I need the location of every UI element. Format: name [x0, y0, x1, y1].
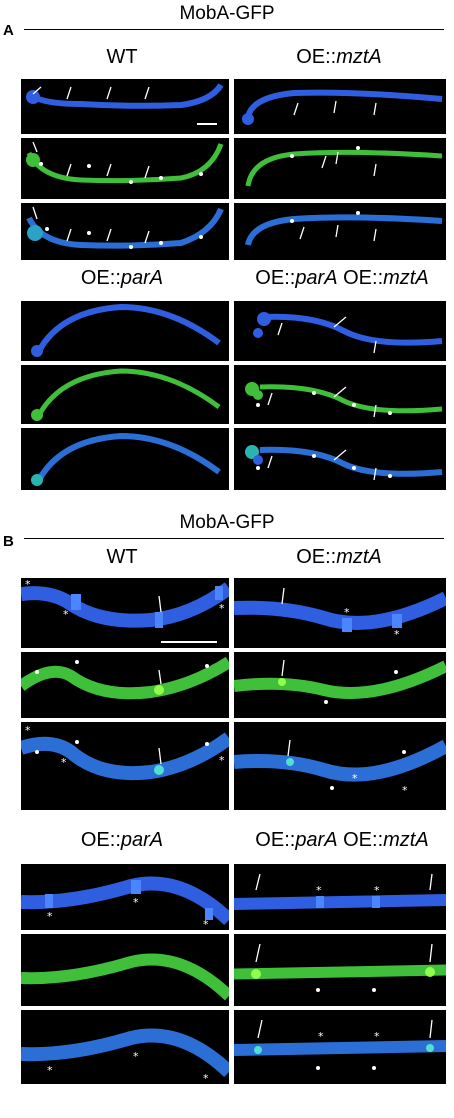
- panel-a-para-merge: [21, 428, 229, 490]
- svg-text:*: *: [47, 1064, 53, 1077]
- panel-a-rule: [24, 29, 444, 30]
- panel-a-wt-green: [21, 138, 229, 199]
- panel-b-para-mzta-merge: * *: [234, 1010, 446, 1084]
- label-text: OE::: [296, 546, 337, 568]
- svg-text:*: *: [374, 884, 380, 897]
- label-text: OE::: [80, 829, 121, 851]
- label-gene: mztA: [336, 546, 382, 568]
- panel-b-mzta-green: [234, 652, 446, 718]
- label-gene: parA: [295, 267, 338, 289]
- panel-b-para-blue: * * *: [21, 864, 229, 930]
- panel-b-label-wt: WT: [18, 546, 226, 569]
- svg-text:*: *: [316, 884, 322, 897]
- svg-text:*: *: [219, 754, 225, 767]
- panel-a-para-blue: [21, 301, 229, 361]
- panel-b-rule: [24, 538, 444, 539]
- panel-a-mzta-merge: [234, 203, 446, 260]
- svg-text:*: *: [219, 602, 225, 615]
- label-text: OE::: [337, 829, 384, 851]
- panel-a-para-green: [21, 365, 229, 424]
- panel-b-title: MobA-GFP: [179, 512, 275, 533]
- label-gene: parA: [120, 267, 164, 289]
- svg-text:*: *: [203, 1072, 209, 1084]
- panel-a-wt-merge: [21, 203, 229, 260]
- panel-a-letter: A: [3, 22, 14, 39]
- panel-a-label-wt: WT: [18, 46, 226, 69]
- panel-a-para-mzta-green: [234, 365, 446, 424]
- panel-a-label-para-mzta: OE::parA OE::mztA: [234, 267, 450, 290]
- panel-b-label-para-mzta: OE::parA OE::mztA: [234, 829, 450, 852]
- panel-b-para-green: [21, 934, 229, 1006]
- panel-a-mzta-green: [234, 138, 446, 199]
- svg-text:*: *: [63, 608, 69, 621]
- svg-text:*: *: [318, 1030, 324, 1043]
- panel-b-wt-merge: * * *: [21, 722, 229, 810]
- panel-a-label-para: OE::parA: [18, 267, 226, 290]
- label-text: OE::: [337, 267, 384, 289]
- panel-b-label-para: OE::parA: [18, 829, 226, 852]
- svg-text:*: *: [25, 724, 31, 737]
- label-gene: parA: [295, 829, 338, 851]
- label-gene: mztA: [383, 267, 429, 289]
- panel-b-wt-green: [21, 652, 229, 718]
- label-text: WT: [106, 46, 138, 68]
- svg-text:*: *: [344, 606, 350, 619]
- panel-a-label-mzta: OE::mztA: [234, 46, 444, 69]
- label-gene: mztA: [383, 829, 429, 851]
- svg-text:*: *: [394, 628, 400, 641]
- label-gene: parA: [120, 829, 164, 851]
- panel-b-para-mzta-blue: * *: [234, 864, 446, 930]
- panel-a-wt-blue: [21, 79, 229, 134]
- panel-a-para-mzta-blue: [234, 301, 446, 361]
- panel-a-mzta-blue: [234, 79, 446, 134]
- svg-text:*: *: [25, 578, 31, 591]
- svg-text:*: *: [61, 756, 67, 769]
- panel-b-label-mzta: OE::mztA: [234, 546, 444, 569]
- svg-text:*: *: [402, 784, 408, 797]
- label-text: OE::: [80, 267, 121, 289]
- panel-b-para-merge: * * *: [21, 1010, 229, 1084]
- label-text: OE::: [255, 267, 296, 289]
- label-text: WT: [106, 546, 138, 568]
- svg-text:*: *: [352, 772, 358, 785]
- label-text: OE::: [296, 46, 337, 68]
- panel-b-para-mzta-green: [234, 934, 446, 1006]
- panel-b-mzta-blue: * *: [234, 578, 446, 648]
- panel-b-wt-blue: * * *: [21, 578, 229, 648]
- panel-b-letter: B: [3, 533, 14, 550]
- label-text: OE::: [255, 829, 296, 851]
- svg-text:*: *: [203, 918, 209, 930]
- panel-a-para-mzta-merge: [234, 428, 446, 490]
- svg-text:*: *: [374, 1030, 380, 1043]
- svg-text:*: *: [47, 910, 53, 923]
- label-gene: mztA: [336, 46, 382, 68]
- svg-text:*: *: [133, 896, 139, 909]
- panel-b-mzta-merge: * *: [234, 722, 446, 810]
- panel-a-title: MobA-GFP: [179, 3, 275, 24]
- svg-text:*: *: [133, 1050, 139, 1063]
